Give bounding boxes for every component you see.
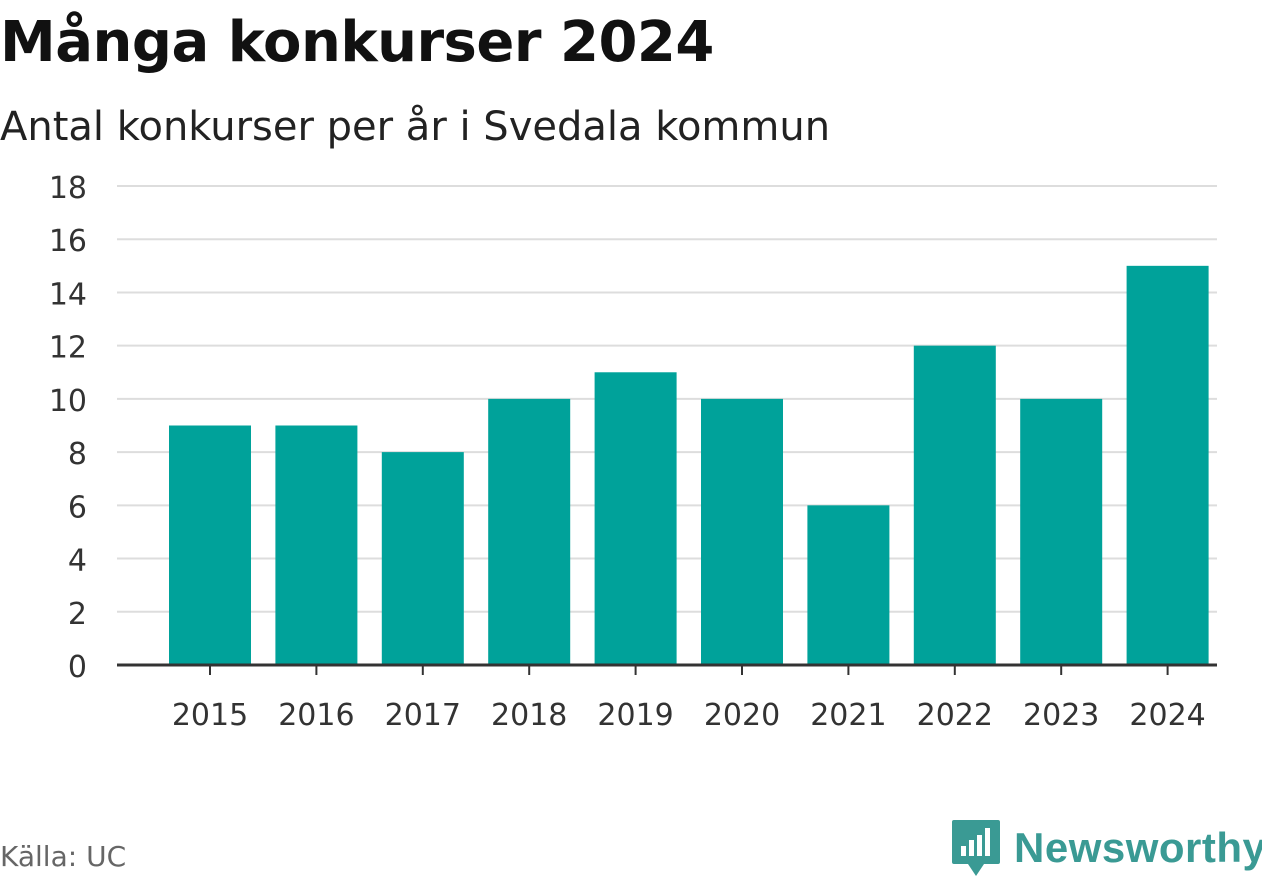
x-tick-label: 2018 — [491, 698, 567, 733]
bar-2021 — [807, 505, 890, 665]
bar-2020 — [701, 398, 783, 665]
x-tick-label: 2022 — [917, 698, 993, 733]
bar-2016 — [275, 425, 358, 665]
x-tick-label: 2017 — [385, 698, 461, 733]
x-tick-label: 2019 — [597, 698, 673, 733]
x-tick-label: 2020 — [704, 698, 780, 733]
x-tick-label: 2024 — [1129, 698, 1205, 733]
x-tick-label: 2023 — [1023, 698, 1099, 733]
newsworthy-logo-icon — [952, 820, 1000, 876]
chart-subtitle: Antal konkurser per år i Svedala kommun — [0, 104, 831, 150]
y-tick-label: 18 — [49, 171, 87, 206]
x-tick-label: 2021 — [810, 698, 886, 733]
brand-logo: Newsworthy — [950, 818, 1262, 878]
bars — [169, 265, 1209, 665]
x-tick-label: 2015 — [172, 698, 248, 733]
bar-2024 — [1126, 265, 1209, 665]
bar-2023 — [1020, 398, 1103, 665]
x-tick-label: 2016 — [278, 698, 354, 733]
y-tick-label: 16 — [49, 224, 87, 259]
y-tick-label: 8 — [68, 437, 87, 472]
y-tick-label: 12 — [49, 331, 87, 366]
bar-2017 — [381, 452, 464, 665]
y-tick-label: 2 — [68, 597, 87, 632]
y-tick-label: 14 — [49, 277, 87, 312]
y-tick-label: 0 — [68, 650, 87, 685]
bar-2019 — [594, 372, 677, 665]
x-axis-ticks — [209, 665, 1169, 675]
y-tick-label: 10 — [49, 384, 87, 419]
bar-2022 — [913, 345, 996, 665]
bar-2015 — [169, 425, 251, 665]
brand-name: Newsworthy — [1014, 824, 1262, 871]
y-axis-tick-labels: 0 2 4 6 8 10 12 14 16 18 — [49, 171, 87, 685]
y-tick-label: 4 — [68, 544, 87, 579]
bar-2018 — [488, 398, 571, 665]
chart-title: Många konkurser 2024 — [0, 10, 714, 75]
x-axis-tick-labels: 2015 2016 2017 2018 2019 2020 2021 2022 2023 2024 — [172, 698, 1206, 733]
source-label: Källa: UC — [0, 840, 127, 873]
y-tick-label: 6 — [68, 490, 87, 525]
